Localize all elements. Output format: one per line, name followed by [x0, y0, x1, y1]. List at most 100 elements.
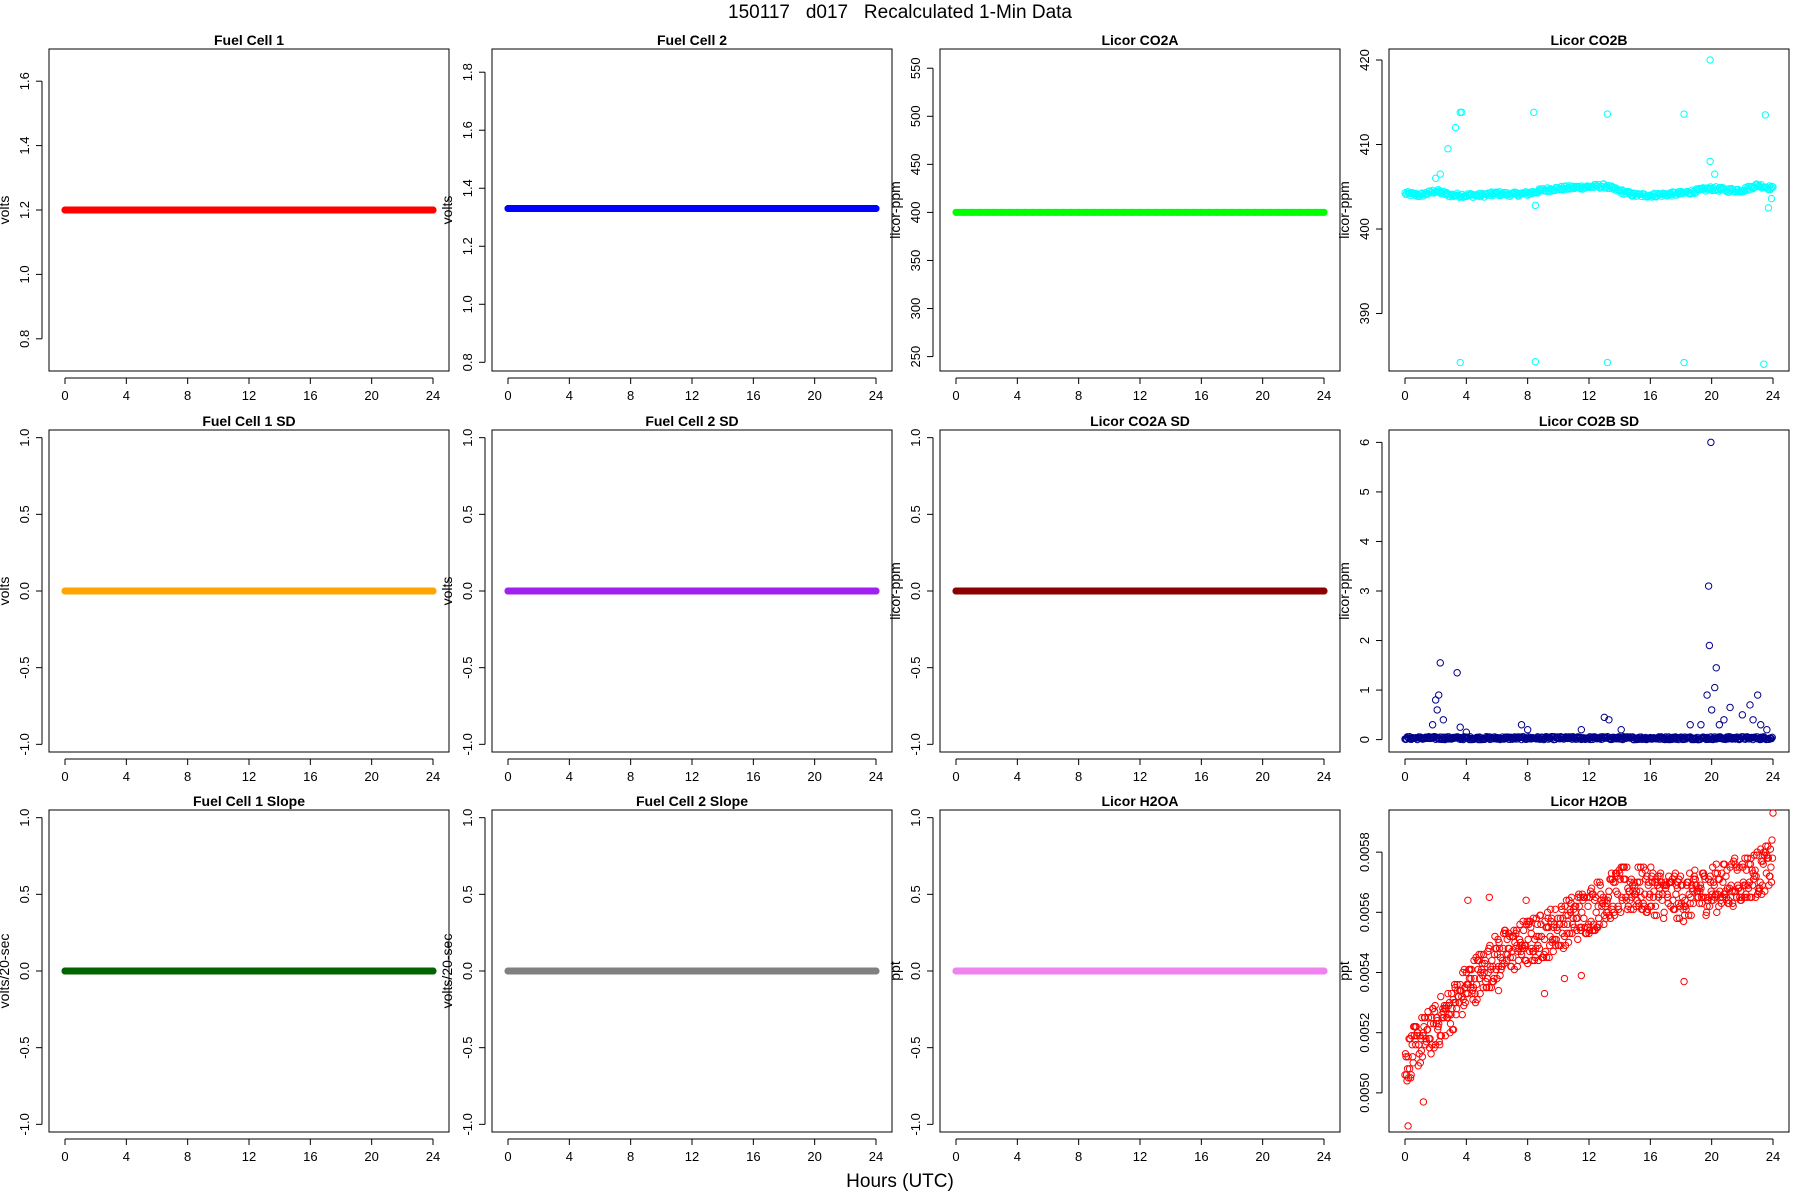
data-point — [1660, 908, 1668, 917]
x-tick-label: 8 — [1075, 769, 1082, 784]
data-point — [1213, 208, 1221, 216]
data-point — [588, 967, 596, 975]
data-point — [84, 587, 92, 595]
data-point — [1490, 974, 1498, 983]
data-point — [673, 205, 681, 213]
data-point — [1584, 902, 1592, 910]
chart-panel-1: Fuel Cell 1 0 4 8 12 16 20 24 0.8 1.0 1.2 1.4 1.6 vol… — [0, 32, 450, 403]
data-point — [673, 587, 681, 595]
data-point — [1536, 911, 1545, 920]
data-point — [1764, 204, 1773, 212]
data-point — [780, 205, 788, 213]
data-point — [1006, 587, 1014, 595]
x-tick-label: 20 — [1704, 388, 1718, 403]
y-tick-label: 1.0 — [908, 809, 923, 827]
data-point — [1105, 208, 1113, 216]
data-point — [811, 967, 819, 975]
data-point — [983, 587, 991, 595]
data-point — [176, 587, 184, 595]
data-point — [1691, 866, 1699, 874]
data-point — [1098, 208, 1106, 216]
data-point — [512, 587, 520, 595]
data-point — [191, 967, 199, 975]
data-point — [199, 206, 207, 214]
data-point — [1766, 845, 1775, 853]
data-point — [849, 205, 857, 213]
data-point — [306, 967, 314, 975]
data-points — [1401, 809, 1777, 1130]
data-point — [642, 967, 650, 975]
plot-frame — [1388, 48, 1790, 372]
data-point — [1707, 706, 1716, 714]
y-axis-label: volts — [439, 196, 455, 225]
y-tick-label: 0 — [1357, 736, 1372, 743]
data-point — [1312, 208, 1320, 216]
x-tick-label: 24 — [1317, 1149, 1331, 1164]
chart-panel-10: Fuel Cell 2 Slope 0 4 8 12 16 20 24 -1.0 -0.5 0.0 0… — [439, 793, 893, 1164]
x-tick-label: 12 — [1133, 769, 1147, 784]
data-point — [1560, 974, 1569, 983]
y-tick-label: 0.5 — [460, 885, 475, 903]
data-point — [1533, 932, 1541, 941]
x-tick-label: 4 — [566, 1149, 573, 1164]
data-point — [1220, 587, 1228, 595]
data-point — [398, 206, 406, 214]
data-point — [588, 587, 596, 595]
x-tick-label: 0 — [952, 1149, 959, 1164]
data-point — [680, 587, 688, 595]
data-point — [1434, 1022, 1442, 1031]
x-tick-label: 12 — [242, 769, 256, 784]
x-tick-label: 16 — [303, 1149, 317, 1164]
data-point — [391, 967, 399, 975]
data-point — [749, 967, 757, 975]
data-point — [757, 587, 765, 595]
chart-panel-5: Fuel Cell 1 SD 0 4 8 12 16 20 24 -1.0 -0.5 0.0 0.5 1… — [0, 413, 450, 784]
x-tick-label: 20 — [364, 388, 378, 403]
x-tick-label: 8 — [184, 1149, 191, 1164]
data-point — [1259, 208, 1267, 216]
data-point — [276, 206, 284, 214]
data-point — [429, 967, 437, 975]
data-point — [1614, 902, 1622, 910]
data-point — [184, 206, 192, 214]
data-point — [1297, 208, 1305, 216]
data-point — [1605, 716, 1613, 724]
data-point — [1408, 1053, 1417, 1061]
data-point — [535, 205, 543, 213]
y-tick-label: 5 — [1357, 488, 1372, 495]
data-point — [92, 587, 100, 595]
data-point — [1519, 926, 1528, 935]
data-point — [1578, 908, 1586, 917]
data-point — [1635, 878, 1644, 886]
data-point — [1760, 360, 1768, 368]
data-point — [1768, 854, 1777, 862]
data-point — [1577, 971, 1586, 980]
data-point — [1067, 967, 1075, 975]
data-point — [642, 205, 650, 213]
x-tick-label: 0 — [1401, 769, 1408, 784]
y-tick-label: -1.0 — [17, 1113, 32, 1135]
y-axis-label: licor-ppm — [887, 181, 903, 239]
data-point — [1098, 587, 1106, 595]
chart-panel-9: Fuel Cell 1 Slope 0 4 8 12 16 20 24 -1.0 -0.5 0.0 0… — [0, 793, 450, 1164]
data-point — [703, 967, 711, 975]
data-point — [1029, 208, 1037, 216]
data-point — [1706, 56, 1714, 64]
chart-title: Licor CO2B — [1550, 32, 1627, 48]
data-point — [558, 205, 566, 213]
data-point — [306, 587, 314, 595]
data-point — [360, 587, 368, 595]
data-point — [952, 208, 960, 216]
data-point — [145, 206, 153, 214]
data-point — [1458, 108, 1466, 117]
data-point — [857, 205, 865, 213]
y-tick-label: 1.0 — [17, 429, 32, 447]
plot-frame — [939, 48, 1341, 372]
data-point — [1159, 967, 1167, 975]
data-point — [1282, 967, 1290, 975]
y-tick-label: -0.5 — [460, 656, 475, 678]
data-point — [1705, 641, 1714, 650]
data-point — [550, 205, 558, 213]
data-point — [519, 967, 527, 975]
data-point — [1659, 914, 1668, 923]
